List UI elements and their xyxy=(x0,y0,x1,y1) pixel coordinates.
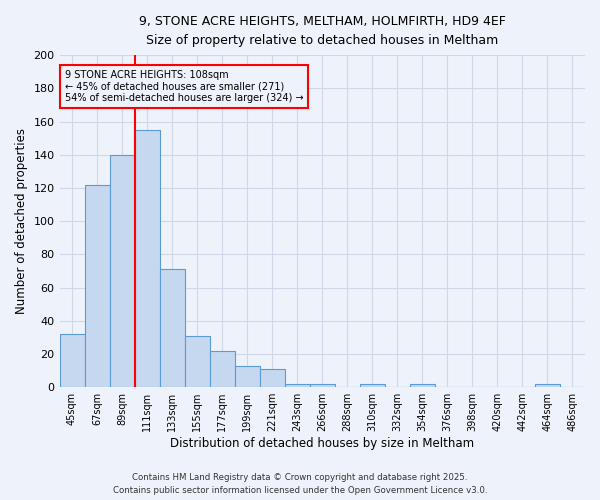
Bar xyxy=(134,130,160,387)
Bar xyxy=(310,384,335,387)
Text: Contains HM Land Registry data © Crown copyright and database right 2025.
Contai: Contains HM Land Registry data © Crown c… xyxy=(113,474,487,495)
Bar xyxy=(185,336,209,387)
Bar xyxy=(85,184,110,387)
Bar xyxy=(360,384,385,387)
Bar xyxy=(235,366,260,387)
X-axis label: Distribution of detached houses by size in Meltham: Distribution of detached houses by size … xyxy=(170,437,475,450)
Text: 9 STONE ACRE HEIGHTS: 108sqm
← 45% of detached houses are smaller (271)
54% of s: 9 STONE ACRE HEIGHTS: 108sqm ← 45% of de… xyxy=(65,70,304,103)
Bar xyxy=(535,384,560,387)
Bar xyxy=(59,334,85,387)
Title: 9, STONE ACRE HEIGHTS, MELTHAM, HOLMFIRTH, HD9 4EF
Size of property relative to : 9, STONE ACRE HEIGHTS, MELTHAM, HOLMFIRT… xyxy=(139,15,506,47)
Y-axis label: Number of detached properties: Number of detached properties xyxy=(15,128,28,314)
Bar xyxy=(209,350,235,387)
Bar xyxy=(260,369,285,387)
Bar xyxy=(410,384,435,387)
Bar xyxy=(285,384,310,387)
Bar xyxy=(160,270,185,387)
Bar xyxy=(110,154,134,387)
